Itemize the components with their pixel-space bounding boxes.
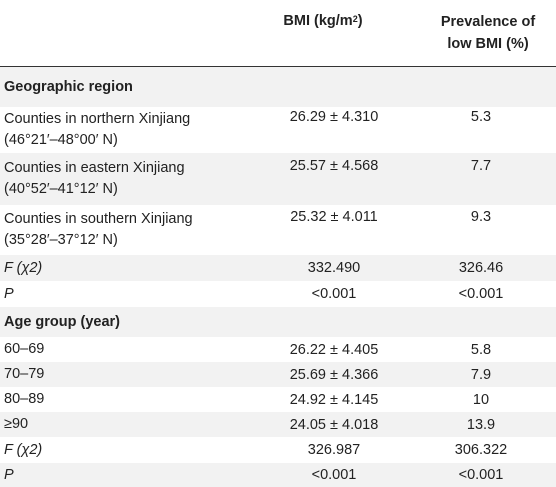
cell-bmi: 332.490 xyxy=(307,260,361,276)
cell-bmi: 25.32 ± 4.011 xyxy=(290,209,378,225)
row-label-line1: Counties in southern Xinjiang xyxy=(4,211,193,227)
table-row: P <0.001 <0.001 xyxy=(0,281,556,307)
cell-prevalence: <0.001 xyxy=(458,286,504,302)
section-header-geographic: Geographic region xyxy=(0,67,556,107)
header-bmi: BMI (kg/m 2) xyxy=(238,0,408,54)
row-label: Counties in eastern Xinjiang (40°52′–41°… xyxy=(0,158,262,200)
cell-prevalence: 326.46 xyxy=(458,260,504,276)
header-prevalence-line2: low BMI (%) xyxy=(447,36,529,52)
table-row: 80–89 24.92 ± 4.145 10 xyxy=(0,387,556,412)
table-row: 70–79 25.69 ± 4.366 7.9 xyxy=(0,362,556,387)
section-header-age: Age group (year) xyxy=(0,307,556,337)
row-label-line2: (35°28′–37°12′ N) xyxy=(4,232,118,248)
row-label: Counties in southern Xinjiang (35°28′–37… xyxy=(0,209,262,251)
cell-prevalence: <0.001 xyxy=(458,467,504,483)
table-row: F (χ2) 326.987 306.322 xyxy=(0,437,556,463)
table-row: 60–69 26.22 ± 4.405 5.8 xyxy=(0,337,556,362)
row-label-line2: (46°21′–48°00′ N) xyxy=(4,132,118,148)
table-row: Counties in eastern Xinjiang (40°52′–41°… xyxy=(0,153,556,205)
cell-prevalence: 7.7 xyxy=(470,158,492,174)
cell-bmi: 24.05 ± 4.018 xyxy=(289,416,379,433)
cell-prevalence: 7.9 xyxy=(470,366,492,383)
cell-bmi: 25.69 ± 4.366 xyxy=(289,366,379,383)
row-label: 60–69 xyxy=(4,341,45,357)
row-label: F (χ2) xyxy=(4,441,43,458)
cell-bmi: 326.987 xyxy=(307,442,361,458)
cell-prevalence: 9.3 xyxy=(470,209,492,225)
cell-bmi: 26.29 ± 4.310 xyxy=(289,109,379,125)
row-label: 70–79 xyxy=(4,366,45,382)
cell-bmi: 24.92 ± 4.145 xyxy=(289,391,379,408)
row-label: P xyxy=(4,466,14,483)
table-row: Counties in northern Xinjiang (46°21′–48… xyxy=(0,107,556,153)
table-row: F (χ2) 332.490 326.46 xyxy=(0,255,556,281)
cell-prevalence: 10 xyxy=(472,391,490,408)
table-header: BMI (kg/m 2) Prevalence of low BMI (%) xyxy=(0,0,556,67)
cell-bmi: <0.001 xyxy=(311,467,357,483)
header-prevalence: Prevalence of low BMI (%) xyxy=(420,0,556,66)
row-label-line1: Counties in northern Xinjiang xyxy=(4,111,191,127)
header-bmi-close: ) xyxy=(357,13,363,29)
header-prevalence-line1: Prevalence of xyxy=(440,14,536,30)
cell-prevalence: 306.322 xyxy=(454,442,508,458)
row-label: P xyxy=(4,285,14,302)
cell-prevalence: 5.8 xyxy=(470,341,492,358)
row-label-line2: (40°52′–41°12′ N) xyxy=(4,181,118,197)
row-label-line1: Counties in eastern Xinjiang xyxy=(4,160,185,176)
table-row: ≥90 24.05 ± 4.018 13.9 xyxy=(0,412,556,437)
cell-bmi: <0.001 xyxy=(311,286,357,302)
row-label: F (χ2) xyxy=(4,259,43,276)
table-row: P <0.001 <0.001 xyxy=(0,463,556,487)
header-bmi-sup: 2 xyxy=(352,14,358,24)
section-title: Geographic region xyxy=(4,78,133,95)
cell-bmi: 26.22 ± 4.405 xyxy=(289,341,379,358)
row-label: 80–89 xyxy=(4,391,45,407)
table-row: Counties in southern Xinjiang (35°28′–37… xyxy=(0,205,556,255)
header-bmi-text: BMI (kg/m xyxy=(283,13,353,29)
section-title: Age group (year) xyxy=(4,313,121,330)
cell-prevalence: 5.3 xyxy=(470,109,492,125)
cell-bmi: 25.57 ± 4.568 xyxy=(289,158,379,174)
cell-prevalence: 13.9 xyxy=(466,416,496,433)
row-label: Counties in northern Xinjiang (46°21′–48… xyxy=(0,109,262,151)
row-label: ≥90 xyxy=(4,416,29,432)
